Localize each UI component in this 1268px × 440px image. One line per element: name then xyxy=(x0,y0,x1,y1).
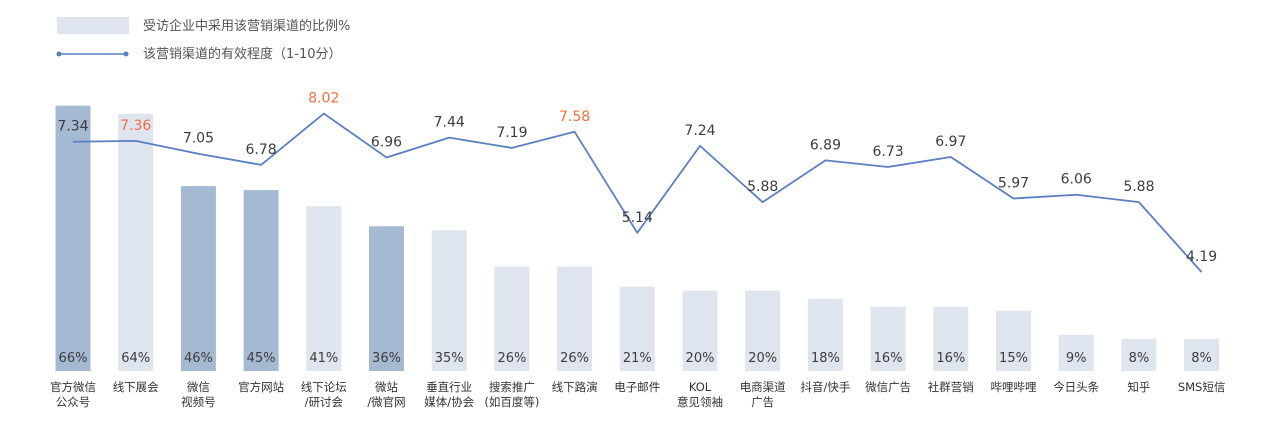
bar xyxy=(243,190,279,371)
bar xyxy=(933,306,969,371)
line-value-label: 6.73 xyxy=(873,144,904,160)
legend-bar-swatch xyxy=(57,17,129,34)
bar-value-label: 46% xyxy=(184,351,213,366)
category-label: 线下展会 xyxy=(113,380,159,394)
line-value-label: 7.58 xyxy=(559,109,590,125)
bar-value-label: 21% xyxy=(623,351,652,366)
bar-value-label: 9% xyxy=(1066,351,1087,366)
line-value-label: 6.96 xyxy=(371,134,402,150)
bar xyxy=(619,286,655,371)
category-label: 哔哩哔哩 xyxy=(991,380,1037,394)
line-value-label: 6.97 xyxy=(935,134,966,150)
line-value-label: 5.88 xyxy=(1123,179,1154,195)
line-value-label: 7.24 xyxy=(684,123,715,139)
bar-series xyxy=(55,105,1220,372)
legend-line-marker-right xyxy=(123,51,129,57)
line-value-label: 6.06 xyxy=(1061,172,1092,188)
bar xyxy=(996,310,1031,371)
bar-value-label: 66% xyxy=(59,351,88,366)
bar xyxy=(807,298,843,371)
bar xyxy=(494,266,530,371)
category-label: /研讨会 xyxy=(305,395,344,409)
line-value-label: 6.78 xyxy=(246,142,277,158)
bar-value-label: 41% xyxy=(309,351,338,366)
legend-line-marker-left xyxy=(56,51,62,57)
line-value-label: 7.34 xyxy=(57,119,88,135)
bar xyxy=(1058,334,1094,371)
category-label: 官方网站 xyxy=(238,380,284,394)
bar xyxy=(1121,338,1157,371)
bar-value-label: 16% xyxy=(936,351,965,366)
bar-value-label: 18% xyxy=(811,351,840,366)
bar xyxy=(55,105,91,372)
legend-line-label: 该营销渠道的有效程度（1-10分） xyxy=(143,46,342,62)
bar xyxy=(745,290,781,371)
line-value-label: 5.97 xyxy=(998,175,1029,191)
bar xyxy=(306,206,342,371)
bar-value-label: 15% xyxy=(999,351,1028,366)
category-label: 官方微信 xyxy=(50,380,96,394)
category-label: 广告 xyxy=(751,395,774,409)
bar-value-label: 26% xyxy=(560,351,589,366)
category-label: 线下路演 xyxy=(552,380,598,394)
bar-value-label: 20% xyxy=(748,351,777,366)
bar xyxy=(870,306,906,371)
line-value-label: 7.05 xyxy=(183,131,214,147)
category-label: 电商渠道 xyxy=(740,380,786,394)
category-label: 知乎 xyxy=(1127,380,1150,394)
line-value-label: 7.19 xyxy=(496,125,527,141)
bar-value-label: 64% xyxy=(121,351,150,366)
effectiveness-line xyxy=(72,112,1203,273)
bar xyxy=(557,266,593,371)
category-label: 垂直行业 xyxy=(426,380,472,394)
category-label: 微信 xyxy=(187,380,210,394)
category-label: KOL xyxy=(689,380,712,394)
category-label: 微站 xyxy=(375,380,398,394)
bar xyxy=(431,230,467,371)
bar-value-label: 26% xyxy=(497,351,526,366)
legend-bar-label: 受访企业中采用该营销渠道的比例% xyxy=(143,18,350,34)
bar-value-label: 16% xyxy=(874,351,903,366)
category-label: /微官网 xyxy=(367,395,405,409)
bar-value-label: 45% xyxy=(247,351,276,366)
line-value-labels: 7.34 7.36 7.05 6.78 8.02 6.96 7.44 7.19 7.58 5.14… xyxy=(57,91,1217,266)
bar-value-label: 8% xyxy=(1129,351,1150,366)
line-value-label: 8.02 xyxy=(308,91,339,107)
bar-value-labels: 66% 64% 46% 45% 41% 36% 35% 26% 26% 21% 20% 20% 18% 1… xyxy=(59,351,1212,366)
line-value-label: 6.89 xyxy=(810,137,841,153)
bar-value-label: 8% xyxy=(1191,351,1212,366)
category-label: 今日头条 xyxy=(1053,380,1099,394)
category-label: 抖音/快手 xyxy=(800,380,850,394)
category-label: 社群营销 xyxy=(928,380,974,394)
category-label: 线下论坛 xyxy=(301,380,347,394)
category-label: (如百度等) xyxy=(484,395,539,409)
line-value-label: 5.88 xyxy=(747,179,778,195)
category-label: SMS短信 xyxy=(1178,380,1226,394)
category-label: 电子邮件 xyxy=(614,380,660,394)
bar xyxy=(682,290,718,371)
bar xyxy=(180,186,216,371)
category-label: 公众号 xyxy=(56,395,91,409)
category-label: 意见领袖 xyxy=(677,395,723,409)
category-label: 微信广告 xyxy=(865,380,911,394)
line-value-label: 4.19 xyxy=(1186,249,1217,265)
bar xyxy=(369,226,404,371)
line-value-label: 7.44 xyxy=(434,115,465,131)
bar-value-label: 20% xyxy=(686,351,715,366)
line-series xyxy=(72,112,1203,273)
category-label: 搜索推广 xyxy=(489,380,535,394)
bar-value-label: 36% xyxy=(372,351,401,366)
category-label: 视频号 xyxy=(181,395,216,409)
line-value-label: 7.36 xyxy=(120,118,151,134)
bar-value-label: 35% xyxy=(435,351,464,366)
category-label: 媒体/协会 xyxy=(424,395,474,409)
bar xyxy=(1184,338,1220,371)
line-value-label: 5.14 xyxy=(622,210,653,226)
legend: 受访企业中采用该营销渠道的比例% 该营销渠道的有效程度（1-10分） xyxy=(56,17,350,62)
bar xyxy=(118,113,154,371)
